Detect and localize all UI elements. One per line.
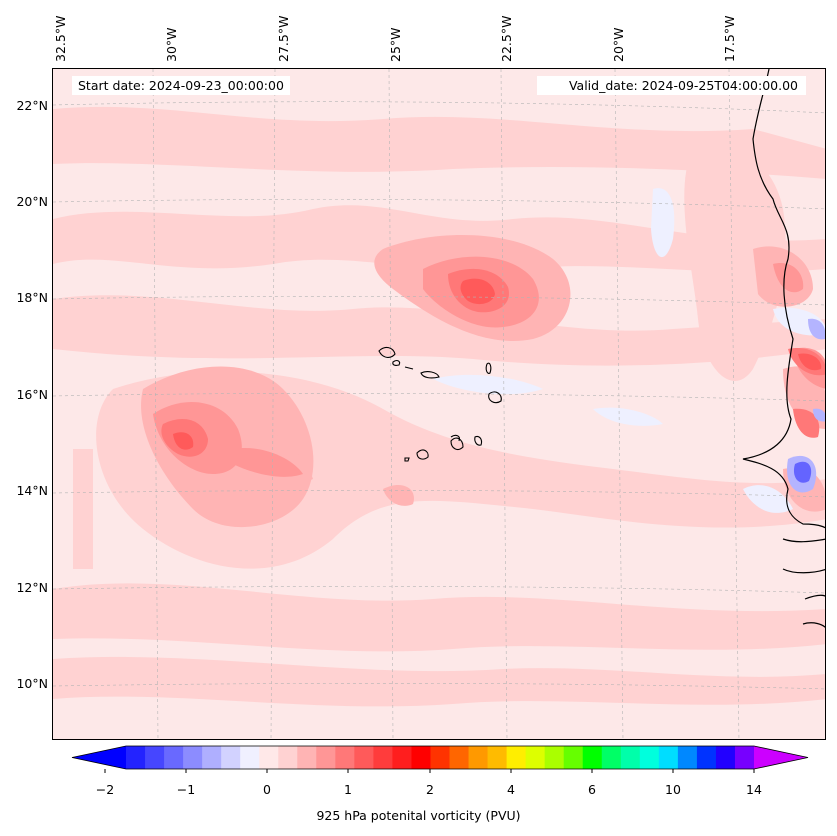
- lon-label-32.5w: 32.5°W: [53, 15, 68, 62]
- colorbar-outline: [71, 745, 809, 770]
- colorbar-swatch: [411, 746, 431, 769]
- coastline: [742, 69, 825, 628]
- colorbar-swatch: [164, 746, 184, 769]
- colorbar-swatch: [221, 746, 241, 769]
- colorbar-swatch: [468, 746, 489, 769]
- colorbar-swatch: [126, 746, 146, 769]
- cb-tick-label: −1: [176, 782, 196, 797]
- colorbar-swatch: [696, 746, 717, 769]
- lat-label-12n: 12°N: [16, 580, 48, 595]
- colorbar-extend-min: [72, 746, 126, 769]
- colorbar-swatch: [183, 746, 203, 769]
- lat-label-18n: 18°N: [16, 290, 48, 305]
- cb-tick-label: 4: [507, 782, 515, 797]
- colorbar-swatch: [620, 746, 641, 769]
- colorbar-swatch: [734, 746, 755, 769]
- colorbar-swatch: [145, 746, 165, 769]
- pv-field-map: [53, 69, 825, 739]
- colorbar-extend-max: [754, 746, 808, 769]
- colorbar-swatch: [582, 746, 603, 769]
- colorbar-label: 925 hPa potenital vorticity (PVU): [316, 808, 521, 823]
- colorbar-swatch: [715, 746, 736, 769]
- lon-label-30w: 30°W: [164, 27, 179, 62]
- colorbar-swatch: [544, 746, 565, 769]
- colorbar-swatch: [449, 746, 470, 769]
- map-panel[interactable]: [52, 68, 826, 740]
- lon-label-22.5w: 22.5°W: [499, 15, 514, 62]
- colorbar-swatch: [677, 746, 698, 769]
- lon-label-25w: 25°W: [388, 27, 403, 62]
- lat-label-16n: 16°N: [16, 387, 48, 402]
- lon-label-20w: 20°W: [611, 27, 626, 62]
- lon-label-17.5w: 17.5°W: [722, 15, 737, 62]
- graticule: [53, 69, 825, 739]
- cb-tick-label: 0: [263, 782, 271, 797]
- colorbar-swatch: [354, 746, 374, 769]
- lat-label-14n: 14°N: [16, 483, 48, 498]
- colorbar-swatch: [335, 746, 355, 769]
- colorbar-swatch: [392, 746, 412, 769]
- colorbar-swatch: [278, 746, 298, 769]
- colorbar-swatch: [639, 746, 660, 769]
- lat-label-10n: 10°N: [16, 676, 48, 691]
- colorbar-swatch: [658, 746, 679, 769]
- valid-date-label: Valid_date: 2024-09-25T04:00:00.00: [537, 76, 806, 95]
- colorbar-swatch: [259, 746, 279, 769]
- colorbar-swatch: [601, 746, 622, 769]
- start-date-label: Start date: 2024-09-23_00:00:00: [72, 76, 290, 95]
- colorbar-swatch: [525, 746, 546, 769]
- cape-verde-islands: [378, 346, 502, 462]
- colorbar-swatch: [563, 746, 584, 769]
- colorbar-swatch: [202, 746, 222, 769]
- colorbar-swatch: [506, 746, 527, 769]
- colorbar-swatch: [487, 746, 508, 769]
- cb-tick-label: 10: [665, 782, 681, 797]
- colorbar-swatch: [373, 746, 393, 769]
- colorbar-swatch: [240, 746, 260, 769]
- cb-tick-label: 2: [426, 782, 434, 797]
- colorbar-swatch: [430, 746, 451, 769]
- colorbar-swatch: [297, 746, 317, 769]
- lon-label-27.5w: 27.5°W: [276, 15, 291, 62]
- cb-tick-label: 6: [588, 782, 596, 797]
- cb-tick-label: 14: [746, 782, 762, 797]
- cb-tick-label: −2: [95, 782, 115, 797]
- cb-tick-label: 1: [344, 782, 352, 797]
- lat-label-20n: 20°N: [16, 194, 48, 209]
- lat-label-22n: 22°N: [16, 98, 48, 113]
- colorbar-swatch: [316, 746, 336, 769]
